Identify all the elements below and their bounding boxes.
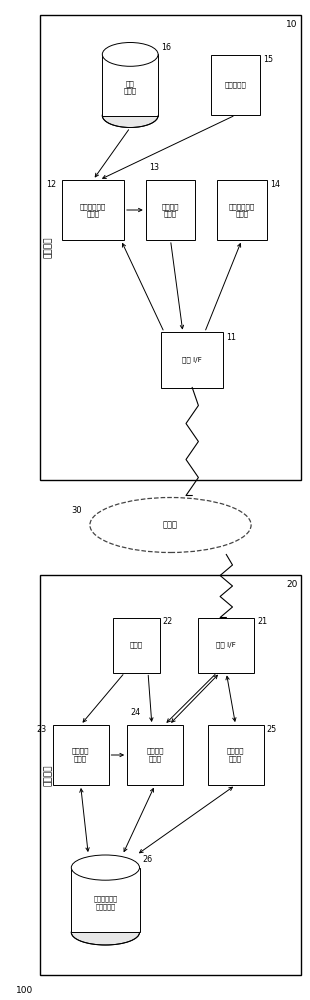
Text: 无线网: 无线网	[163, 520, 178, 530]
Text: 24: 24	[130, 708, 140, 717]
Bar	[211, 55, 260, 115]
Text: 100: 100	[16, 986, 33, 995]
Bar	[208, 725, 264, 785]
Text: 传感器: 传感器	[130, 642, 143, 648]
Text: 无线 I/F: 无线 I/F	[216, 642, 236, 648]
Bar	[127, 725, 183, 785]
Ellipse shape	[71, 920, 140, 945]
Bar	[217, 180, 267, 240]
Text: 15: 15	[264, 55, 274, 64]
Text: 14: 14	[270, 180, 280, 189]
Text: 路侧设备周边
地图管理部: 路侧设备周边 地图管理部	[93, 895, 117, 910]
Text: 路径决定部: 路径决定部	[225, 82, 246, 88]
Text: 22: 22	[163, 617, 173, 626]
Text: 无线 I/F: 无线 I/F	[182, 357, 202, 363]
Text: 30: 30	[71, 506, 82, 515]
Text: 车载设备: 车载设备	[43, 237, 53, 258]
Bar	[161, 332, 223, 387]
Text: 周边信息
处理部: 周边信息 处理部	[227, 748, 244, 762]
Text: 地图
处理部: 地图 处理部	[124, 80, 137, 94]
Text: 23: 23	[36, 725, 46, 734]
Text: 21: 21	[257, 617, 268, 626]
Bar	[113, 618, 160, 673]
Text: 位置信息
发布部: 位置信息 发布部	[146, 748, 164, 762]
Text: 11: 11	[226, 332, 236, 342]
Text: 路侧设备: 路侧设备	[43, 764, 53, 786]
Ellipse shape	[102, 42, 158, 66]
Text: 路侧设备位置
解析部: 路侧设备位置 解析部	[80, 203, 106, 217]
Text: 16: 16	[161, 42, 171, 51]
Ellipse shape	[90, 497, 251, 552]
Bar	[62, 180, 124, 240]
Bar	[198, 618, 254, 673]
Text: 位置信息
取得部: 位置信息 取得部	[72, 748, 89, 762]
Bar	[40, 575, 301, 975]
Bar	[40, 15, 301, 480]
Bar	[102, 54, 158, 116]
Text: 20: 20	[286, 580, 298, 589]
Bar	[146, 180, 195, 240]
Text: 25: 25	[267, 725, 277, 734]
Ellipse shape	[102, 104, 158, 127]
Text: 26: 26	[143, 855, 153, 864]
Bar	[53, 725, 108, 785]
Ellipse shape	[71, 855, 140, 880]
Text: 12: 12	[46, 180, 56, 189]
Bar	[71, 868, 140, 932]
Text: 10: 10	[286, 20, 298, 29]
Text: 13: 13	[149, 163, 159, 172]
Text: 路侧设备信息
处理部: 路侧设备信息 处理部	[229, 203, 255, 217]
Text: 路侧设备
连接部: 路侧设备 连接部	[162, 203, 179, 217]
